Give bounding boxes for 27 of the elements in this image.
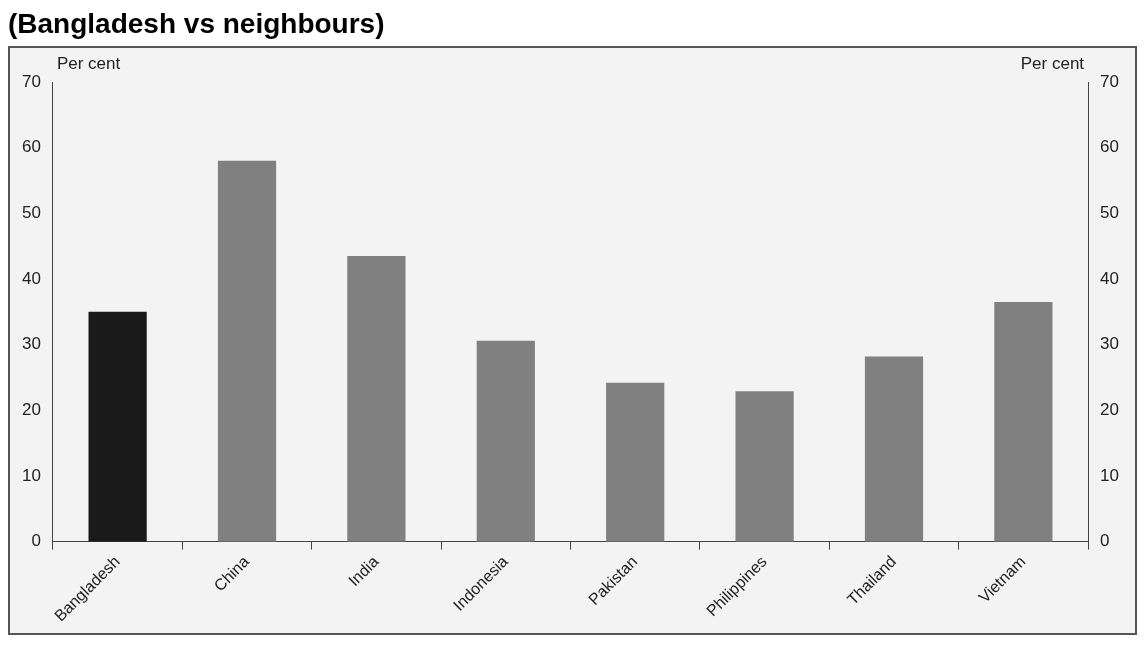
bar [994, 301, 1053, 542]
y2-tick-label: 70 [1100, 71, 1120, 91]
bar [217, 160, 277, 542]
y2-tick-label: 30 [1100, 334, 1120, 354]
y-tick-label: 70 [21, 71, 41, 91]
y2-tick-label: 60 [1100, 137, 1120, 157]
bar [476, 340, 535, 542]
bar [735, 391, 794, 542]
y2-tick-label: 10 [1100, 465, 1120, 485]
y-tick-label: 0 [31, 531, 41, 551]
bar [347, 256, 406, 542]
y2-tick-label: 20 [1100, 400, 1120, 420]
y2-tick-label: 50 [1100, 203, 1120, 223]
y-tick-label: 60 [21, 137, 41, 157]
y-tick-label: 20 [21, 400, 41, 420]
y-axis-title: Per cent [56, 54, 121, 74]
y-tick-label: 10 [21, 465, 41, 485]
bar [606, 382, 665, 542]
y-tick-label: 50 [21, 203, 41, 223]
bar [88, 311, 147, 542]
bar [864, 356, 924, 542]
y2-axis-title: Per cent [1020, 54, 1085, 74]
y2-tick-label: 0 [1100, 531, 1110, 551]
y-tick-label: 30 [21, 334, 41, 354]
y-tick-label: 40 [21, 268, 41, 288]
chart-title: (Bangladesh vs neighbours) [8, 8, 386, 40]
y2-tick-label: 40 [1100, 268, 1120, 288]
